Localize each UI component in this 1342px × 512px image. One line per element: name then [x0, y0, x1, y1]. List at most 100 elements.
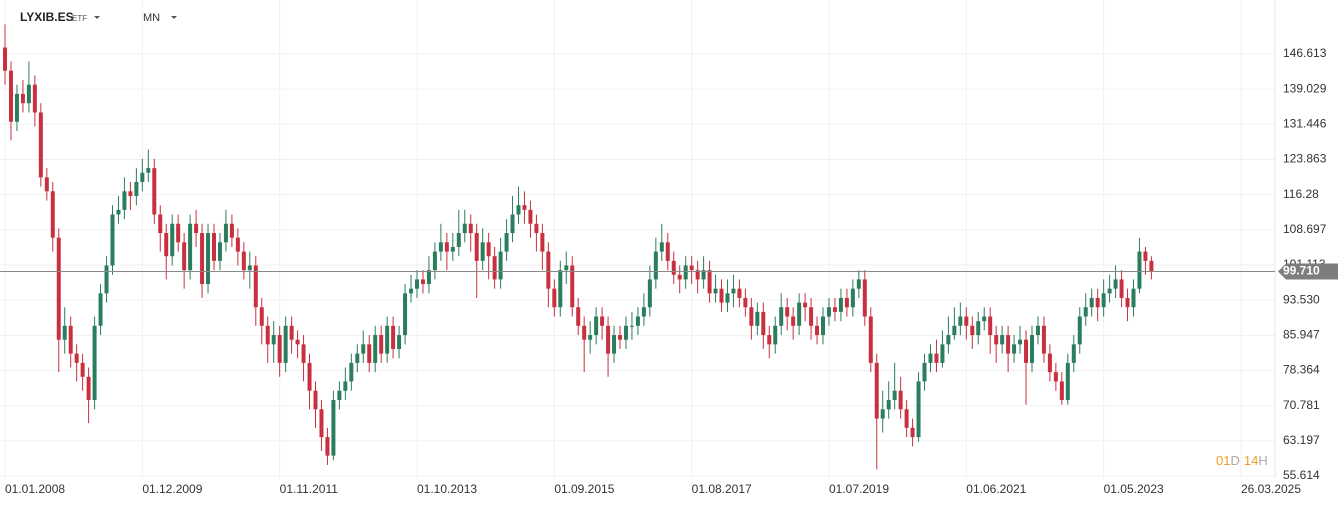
- candle-body: [444, 242, 449, 252]
- candle-body: [922, 362, 927, 382]
- candle-body: [206, 233, 211, 285]
- candle-body: [259, 307, 264, 326]
- candle-body: [606, 325, 611, 354]
- candle-body: [1059, 381, 1064, 400]
- candle-body: [426, 270, 431, 285]
- candle-body: [916, 381, 921, 438]
- candle-body: [128, 191, 133, 196]
- x-tick-label: 01.11.2011: [280, 482, 339, 496]
- candle-body: [229, 223, 234, 238]
- candle-body: [588, 335, 593, 340]
- candle-body: [122, 191, 127, 210]
- y-tick-label: 116.28: [1283, 187, 1319, 201]
- candle-body: [241, 251, 246, 271]
- candle-body: [928, 353, 933, 363]
- candle-body: [110, 214, 115, 266]
- candle-body: [594, 316, 599, 336]
- x-tick-label: 01.05.2023: [1104, 482, 1164, 496]
- candle-body: [803, 302, 808, 308]
- overlay: 99.710: [0, 263, 1338, 280]
- x-tick-label: 01.09.2015: [554, 482, 614, 496]
- candle-body: [176, 223, 181, 243]
- candle-body: [713, 288, 718, 294]
- candle-body: [737, 288, 742, 298]
- x-tick-label: 01.01.2008: [5, 482, 65, 496]
- y-tick-label: 123.863: [1283, 152, 1327, 166]
- candle-body: [32, 84, 37, 113]
- candle-body: [612, 335, 617, 354]
- candle-body: [725, 293, 730, 303]
- candle-body: [797, 302, 802, 326]
- candle-body: [892, 390, 897, 400]
- candle-body: [62, 325, 67, 340]
- candle-body: [785, 307, 790, 317]
- candle-body: [373, 335, 378, 363]
- candle-body: [498, 251, 503, 280]
- candle-body: [647, 279, 652, 308]
- candle-body: [56, 237, 61, 340]
- candle-body: [815, 325, 820, 336]
- candle-body: [104, 265, 109, 294]
- candle-body: [994, 335, 999, 345]
- candle-body: [671, 260, 676, 275]
- candle-body: [486, 242, 491, 257]
- symbol[interactable]: LYXIB.ES: [20, 10, 74, 24]
- candle-body: [152, 168, 157, 215]
- candle-body: [432, 251, 437, 271]
- candle-body: [707, 270, 712, 294]
- dropdown-caret[interactable]: [171, 16, 177, 19]
- y-tick-label: 93.530: [1283, 292, 1320, 306]
- candle-body: [217, 242, 222, 261]
- x-tick-label: 01.10.2013: [417, 482, 477, 496]
- interval[interactable]: MN: [143, 12, 160, 24]
- candle-body: [618, 335, 623, 340]
- x-tick-label: 01.07.2019: [829, 482, 889, 496]
- candle-body: [265, 325, 270, 345]
- candle-body: [821, 316, 826, 336]
- y-tick-label: 139.029: [1283, 81, 1327, 95]
- candle-body: [838, 297, 843, 312]
- candle-body: [988, 316, 993, 336]
- candle-body: [164, 233, 169, 257]
- candle-body: [438, 242, 443, 252]
- candle-body: [235, 237, 240, 252]
- candle-body: [695, 270, 700, 280]
- candle-body: [158, 214, 163, 234]
- candle-body: [116, 209, 121, 215]
- candle-body: [38, 112, 43, 178]
- candle-body: [349, 362, 354, 382]
- candle-body: [1006, 335, 1011, 354]
- candle-body: [289, 325, 294, 340]
- candle-body: [653, 251, 658, 280]
- candle-body: [677, 274, 682, 280]
- candle-body: [832, 307, 837, 312]
- candle-body: [385, 325, 390, 354]
- candle-body: [367, 344, 372, 363]
- x-tick-label: 26.03.2025: [1241, 482, 1301, 496]
- countdown-unit: H: [1258, 453, 1267, 468]
- candle-body: [809, 307, 814, 326]
- candle-body: [414, 279, 419, 289]
- candle-body: [635, 316, 640, 326]
- candle-body: [516, 205, 521, 215]
- candle-body: [182, 242, 187, 271]
- candle-body: [582, 325, 587, 340]
- candle-body: [910, 427, 915, 438]
- candle-body: [307, 362, 312, 391]
- candle-body: [1089, 297, 1094, 308]
- candle-body: [898, 390, 903, 410]
- candle-body: [277, 335, 282, 363]
- dropdown-caret[interactable]: [94, 16, 100, 19]
- candle-body: [964, 316, 969, 326]
- candle-body: [576, 307, 581, 326]
- y-tick-label: 108.697: [1283, 222, 1327, 236]
- candle-body: [659, 242, 664, 252]
- candle-body: [140, 172, 145, 183]
- candle-body: [1143, 251, 1148, 261]
- candle-body: [1029, 335, 1034, 363]
- candle-body: [337, 390, 342, 400]
- countdown: 01D 14H: [1216, 453, 1268, 468]
- candle-body: [409, 288, 414, 294]
- y-tick-label: 131.446: [1283, 116, 1327, 130]
- candle-body: [86, 376, 91, 400]
